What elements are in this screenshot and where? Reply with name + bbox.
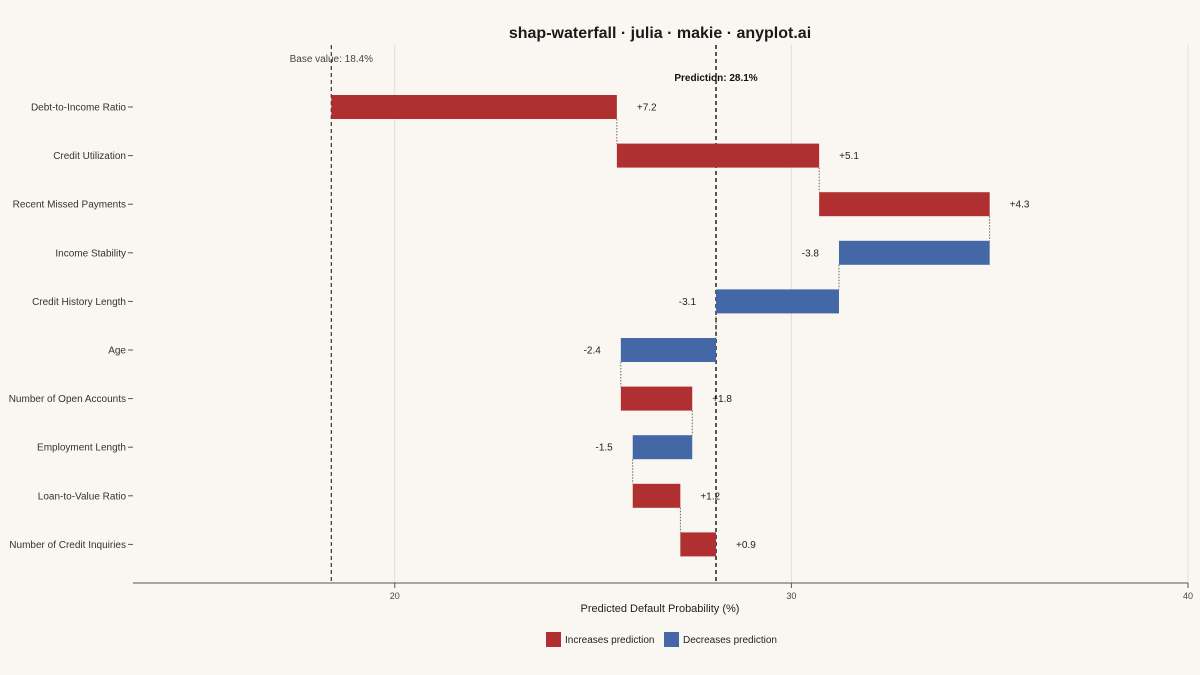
feature-label: Loan-to-Value Ratio [38,491,127,502]
value-label: -3.8 [802,248,820,259]
value-label: -3.1 [679,297,697,308]
feature-label: Employment Length [37,443,126,454]
chart-title: shap-waterfall · julia · makie · anyplot… [509,25,811,42]
value-label: -2.4 [584,346,602,357]
feature-label: Recent Missed Payments [13,200,126,211]
legend-label: Decreases prediction [683,635,777,646]
value-label: -1.5 [596,443,614,454]
feature-label: Income Stability [55,248,126,259]
waterfall-bar [632,483,681,508]
waterfall-bar [331,95,617,119]
value-label: +7.2 [637,103,657,114]
feature-label: Debt-to-Income Ratio [31,103,126,114]
waterfall-bar [838,240,990,265]
waterfall-bar [620,338,717,362]
x-tick-label: 40 [1183,591,1193,601]
legend: Increases prediction Decreases prediction [546,632,777,647]
waterfall-bar [620,386,693,411]
value-label: +0.9 [736,540,756,551]
feature-label: Number of Open Accounts [9,394,126,405]
grid-layer [394,45,1189,583]
value-label: +5.1 [839,151,859,162]
bars-layer [331,95,991,557]
waterfall-bar [819,192,990,217]
x-tick-label: 20 [390,591,400,601]
value-label: +1.2 [700,491,720,502]
feature-label: Age [108,346,126,357]
prediction-label: Prediction: 28.1% [674,73,757,84]
feature-label: Credit History Length [32,297,126,308]
x-tick-label: 30 [786,591,796,601]
x-axis-label: Predicted Default Probability (%) [581,603,740,615]
labels-layer: Base value: 18.4% Prediction: 28.1% Debt-t… [9,54,1030,551]
base-value-label: Base value: 18.4% [290,54,373,65]
legend-swatch [546,632,561,647]
waterfall-bar [632,435,693,460]
value-label: +4.3 [1010,200,1030,211]
x-axis: 20 30 40 [128,106,1193,601]
value-label: +1.8 [712,394,732,405]
waterfall-bar [616,143,820,168]
legend-swatch [664,632,679,647]
feature-label: Number of Credit Inquiries [9,540,126,551]
waterfall-bar [716,289,839,314]
waterfall-bar [680,532,717,557]
legend-label: Increases prediction [565,635,655,646]
feature-label: Credit Utilization [53,151,126,162]
